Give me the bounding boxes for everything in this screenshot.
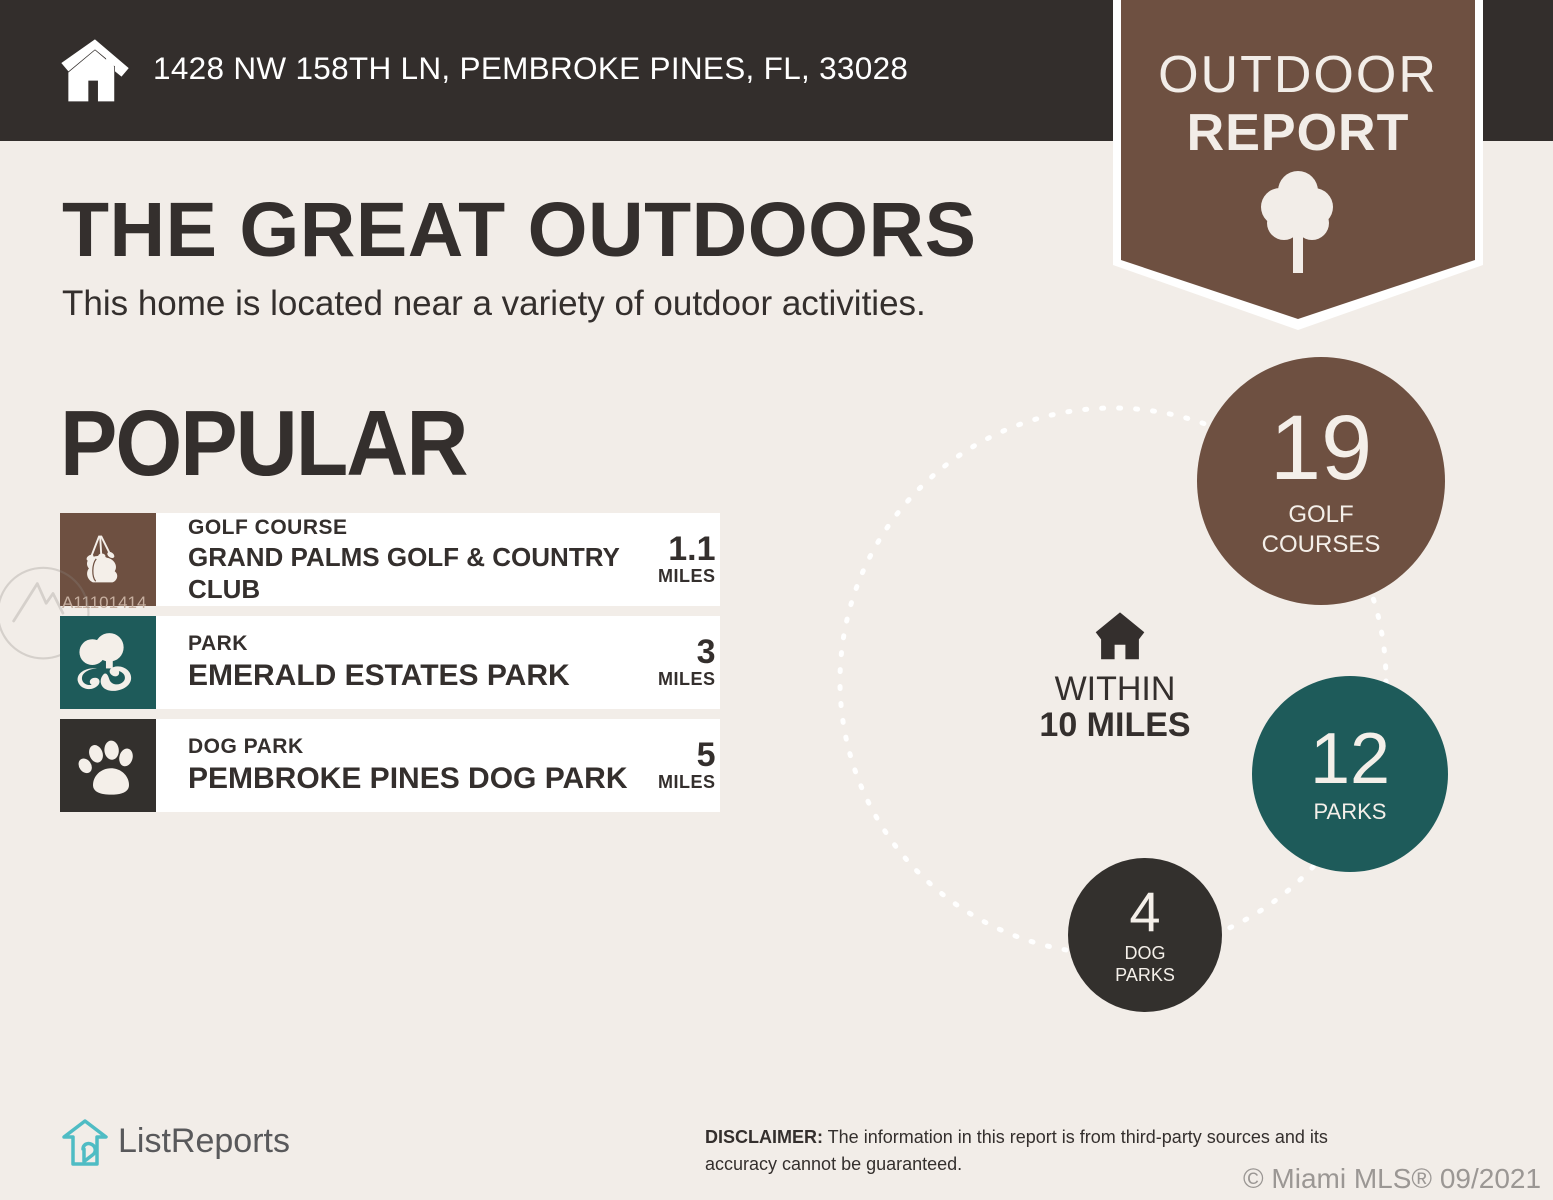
- svg-text:REPORT: REPORT: [1187, 104, 1410, 162]
- svg-text:OUTDOOR: OUTDOOR: [1158, 46, 1438, 104]
